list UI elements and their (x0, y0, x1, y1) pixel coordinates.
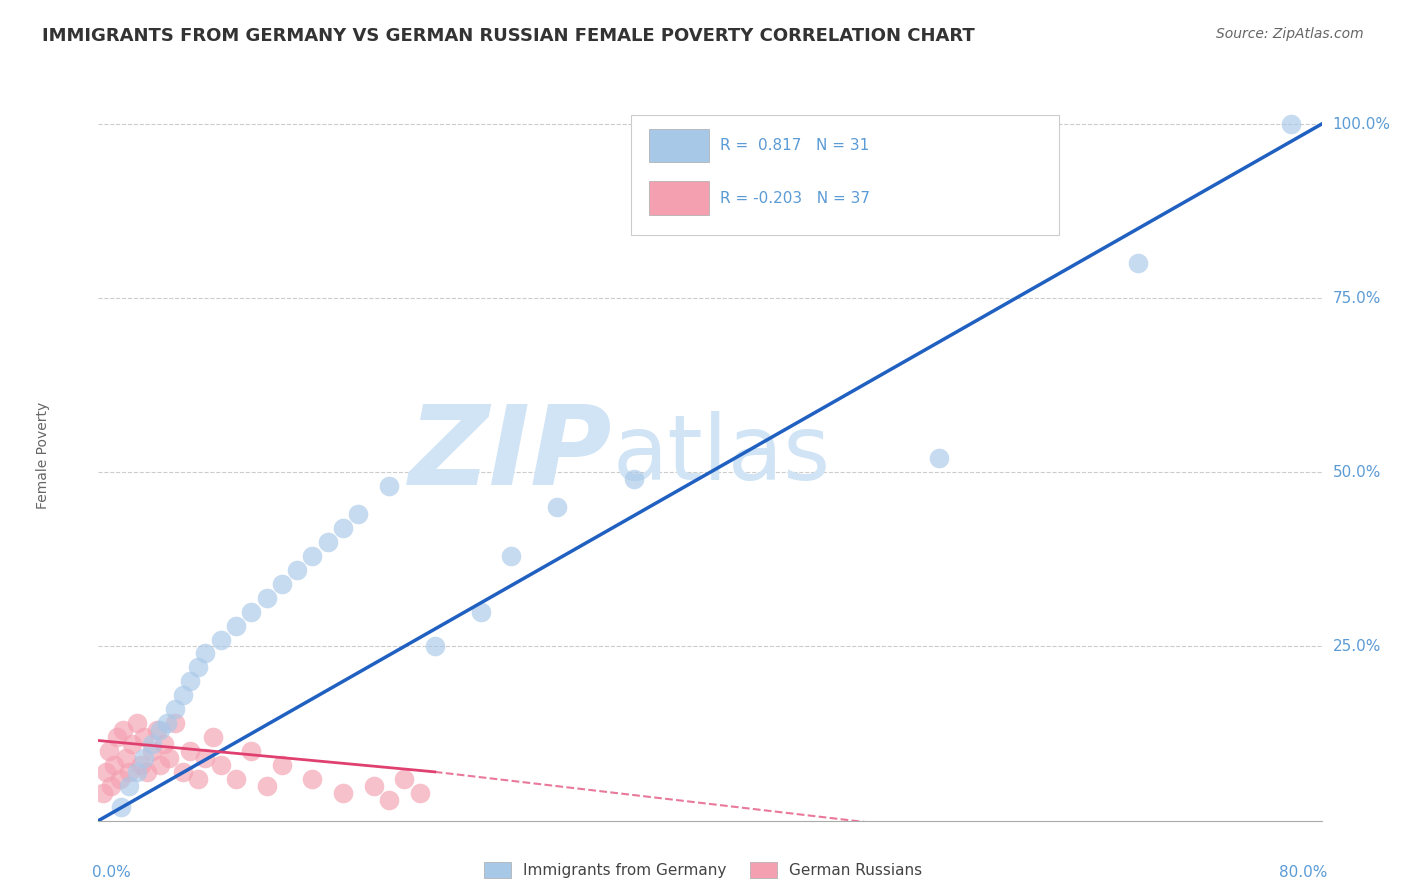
Point (172, 764, 194, 779)
Point (163, 716, 186, 731)
Legend: Immigrants from Germany, German Russians: Immigrants from Germany, German Russians (478, 856, 928, 884)
Point (149, 758, 172, 772)
Point (118, 779, 141, 793)
Point (149, 723, 172, 737)
Point (240, 605, 263, 619)
Point (1279, 117, 1302, 131)
Point (103, 758, 125, 772)
Point (179, 744, 201, 758)
Point (225, 618, 247, 632)
Point (928, 451, 950, 466)
Point (187, 772, 209, 786)
Point (240, 744, 263, 758)
Point (332, 521, 354, 535)
Text: ZIP: ZIP (409, 401, 612, 508)
Point (194, 647, 217, 661)
Point (91, 786, 114, 800)
Point (470, 605, 492, 619)
Point (378, 793, 401, 807)
Point (111, 723, 134, 737)
Point (256, 779, 278, 793)
Text: R = -0.203   N = 37: R = -0.203 N = 37 (720, 192, 870, 206)
Text: 75.0%: 75.0% (1333, 291, 1381, 306)
Point (179, 674, 201, 689)
Text: Source: ZipAtlas.com: Source: ZipAtlas.com (1216, 27, 1364, 41)
Point (270, 758, 292, 772)
Text: 100.0%: 100.0% (1333, 117, 1391, 131)
Point (108, 772, 131, 786)
Text: R =  0.817   N = 31: R = 0.817 N = 31 (720, 138, 869, 153)
Point (157, 751, 180, 765)
Point (1128, 256, 1150, 270)
Point (134, 751, 156, 765)
Text: 0.0%: 0.0% (93, 864, 131, 880)
Point (256, 591, 278, 605)
Point (172, 688, 194, 702)
Point (408, 786, 430, 800)
Text: 50.0%: 50.0% (1333, 465, 1381, 480)
FancyBboxPatch shape (630, 115, 1059, 235)
Point (125, 716, 148, 731)
Point (163, 702, 186, 716)
Text: Female Poverty: Female Poverty (37, 401, 51, 508)
Text: atlas: atlas (612, 411, 831, 499)
Point (202, 730, 225, 744)
Point (153, 737, 176, 751)
Point (270, 576, 292, 591)
Point (423, 640, 446, 654)
Text: IMMIGRANTS FROM GERMANY VS GERMAN RUSSIAN FEMALE POVERTY CORRELATION CHART: IMMIGRANTS FROM GERMANY VS GERMAN RUSSIA… (42, 27, 974, 45)
Point (225, 772, 247, 786)
Point (121, 737, 143, 751)
Point (134, 730, 156, 744)
Point (285, 563, 308, 577)
Point (546, 500, 568, 515)
Point (156, 716, 179, 731)
Point (100, 779, 122, 793)
Point (623, 472, 645, 486)
Point (105, 730, 128, 744)
Point (98, 744, 121, 758)
Point (115, 751, 138, 765)
FancyBboxPatch shape (648, 181, 709, 215)
Point (145, 723, 167, 737)
Point (209, 632, 232, 647)
Point (301, 772, 323, 786)
Point (363, 779, 385, 793)
Point (209, 758, 232, 772)
Point (141, 737, 163, 751)
Point (194, 751, 217, 765)
Point (141, 744, 163, 758)
Point (110, 799, 132, 814)
Point (129, 758, 152, 772)
Point (347, 507, 370, 521)
Point (125, 764, 148, 779)
Point (118, 764, 141, 779)
Point (378, 479, 401, 493)
Point (301, 549, 323, 563)
Text: 80.0%: 80.0% (1279, 864, 1327, 880)
FancyBboxPatch shape (648, 128, 709, 162)
Point (332, 786, 354, 800)
Point (501, 549, 523, 563)
Point (187, 660, 209, 674)
Point (94, 764, 117, 779)
Text: 25.0%: 25.0% (1333, 639, 1381, 654)
Point (392, 772, 416, 786)
Point (316, 535, 339, 549)
Point (136, 764, 159, 779)
